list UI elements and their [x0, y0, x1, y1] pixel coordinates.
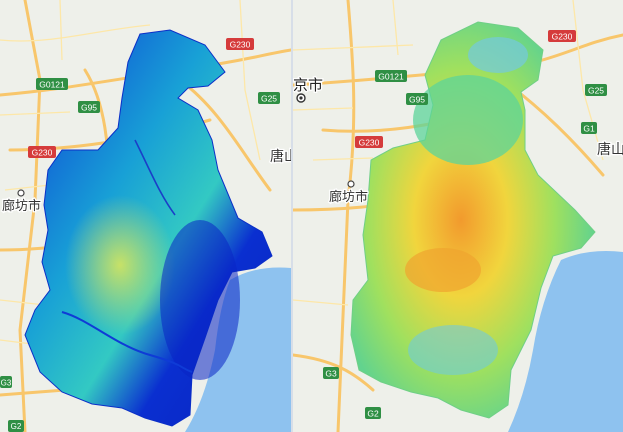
- bohai-sea: [508, 251, 623, 432]
- river-line-2: [134, 139, 176, 216]
- minor-road-network: [293, 0, 604, 306]
- overlay-green-zone: [413, 75, 523, 165]
- shield-g95: G95: [78, 101, 100, 113]
- svg-text:G25: G25: [588, 86, 604, 96]
- svg-text:G0121: G0121: [378, 72, 404, 82]
- shield-g0121: G0121: [375, 70, 407, 82]
- shield-g2: G2: [365, 407, 381, 419]
- svg-text:廊坊市: 廊坊市: [2, 198, 41, 213]
- svg-text:G230: G230: [552, 32, 573, 42]
- svg-text:G230: G230: [359, 138, 380, 148]
- city-tang: 唐山: [270, 148, 291, 164]
- city-tang: 唐山: [597, 141, 623, 157]
- shield-g230-top: G230: [226, 38, 254, 50]
- overlay-cool-zone: [408, 325, 498, 375]
- shield-g0121: G0121: [36, 78, 68, 90]
- right-map-panel[interactable]: G230 G0121 G95 G25 G1 G230: [293, 0, 623, 432]
- shield-g1: G1: [581, 122, 597, 134]
- overlay-dark-zone: [160, 220, 240, 380]
- city-langfang: 廊坊市: [328, 180, 369, 205]
- shield-g25: G25: [585, 84, 607, 96]
- shield-g230-top: G230: [548, 30, 576, 42]
- overlay-hotspot: [65, 195, 175, 335]
- shield-g95: G95: [406, 93, 428, 105]
- shield-g230-left: G230: [28, 146, 56, 158]
- left-map-canvas[interactable]: G230 G0121 G95 G25 G230 G3: [0, 0, 291, 432]
- svg-text:G230: G230: [32, 148, 53, 158]
- shield-g3: G3: [323, 367, 339, 379]
- river-line: [61, 311, 193, 373]
- svg-text:G3: G3: [1, 379, 12, 388]
- overlay-blue-zone: [468, 37, 528, 73]
- shield-g25: G25: [258, 92, 280, 104]
- svg-text:G2: G2: [11, 422, 22, 431]
- overlay-orange-zone: [405, 248, 481, 292]
- shield-g230-mid: G230: [355, 136, 383, 148]
- svg-text:G25: G25: [261, 94, 277, 104]
- svg-text:京市: 京市: [293, 77, 323, 94]
- shield-g2: G2: [8, 420, 24, 432]
- tianjin-overlay-right: [350, 21, 596, 419]
- svg-text:G230: G230: [230, 40, 251, 50]
- svg-text:G95: G95: [81, 103, 97, 113]
- svg-text:G95: G95: [409, 95, 425, 105]
- panel-divider: [291, 0, 293, 432]
- left-map-panel[interactable]: G230 G0121 G95 G25 G230 G3: [0, 0, 291, 432]
- svg-text:G0121: G0121: [39, 80, 65, 90]
- svg-text:G3: G3: [325, 369, 337, 379]
- city-langfang: 廊坊市: [1, 189, 42, 214]
- bohai-sea: [185, 267, 291, 432]
- right-map-canvas[interactable]: G230 G0121 G95 G25 G1 G230: [293, 0, 623, 432]
- shield-g3: G3: [0, 376, 12, 388]
- svg-text:G2: G2: [367, 409, 379, 419]
- svg-text:G1: G1: [583, 124, 595, 134]
- city-beijing: 京市: [293, 76, 324, 103]
- svg-text:廊坊市: 廊坊市: [329, 189, 368, 204]
